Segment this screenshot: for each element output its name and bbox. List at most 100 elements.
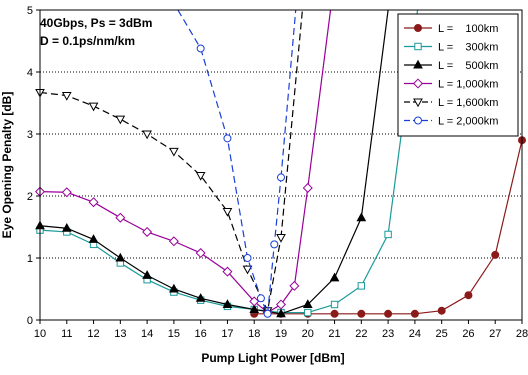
data-point [195,293,206,302]
data-point [61,187,72,198]
annotation-bitrate: 40Gbps, Ps = 3dBm [40,16,152,30]
legend: L = 100km L = 300km L = 500km L = 1,000km L … [397,13,519,137]
data-point [142,270,152,279]
legend-box [397,13,519,137]
y-tick-label: 4 [27,67,33,79]
legend-marker [413,59,423,69]
data-point [256,294,265,303]
y-axis-title: Eye Opening Penalty [dB] [0,92,14,239]
data-point [491,250,500,259]
data-point [115,115,126,125]
data-point [195,172,206,181]
data-point [61,223,72,232]
series-1 [250,136,526,318]
data-point [249,304,260,313]
x-tick-label: 13 [114,328,126,340]
series-3 [35,9,389,318]
data-point [330,309,339,318]
annotation-dispersion: D = 0.1ps/nm/km [40,34,135,48]
data-point [88,197,99,208]
data-point [222,266,233,277]
series-line [39,91,282,313]
series-5 [35,9,304,316]
x-tick-label: 15 [168,328,180,340]
data-point [289,280,300,291]
legend-label: L = 300km [438,42,498,54]
data-point [302,299,313,308]
data-point [270,240,279,249]
legend-label: L = 2,000km [438,116,498,128]
data-point [357,309,366,318]
x-tick-label: 17 [221,328,233,340]
data-point [330,300,339,309]
data-point [356,212,367,222]
x-tick-label: 10 [34,328,46,340]
x-tick-label: 27 [489,328,501,340]
data-point [276,234,286,243]
x-tick-label: 21 [328,328,340,340]
x-tick-label: 19 [275,328,287,340]
series-line-head [177,9,202,49]
x-tick-label: 14 [141,328,153,340]
x-tick-label: 24 [409,328,421,340]
data-point [276,308,286,318]
series-line-tail [280,9,297,178]
series-layer [34,9,526,318]
x-tick-label: 12 [87,328,99,340]
x-tick-label: 25 [436,328,448,340]
data-point [115,252,126,262]
data-point [222,208,233,217]
data-point [195,248,206,259]
legend-marker [414,116,422,125]
data-point [384,309,393,318]
x-tick-label: 11 [61,328,72,340]
data-point [357,282,366,290]
series-4 [34,9,332,318]
data-point [61,92,72,101]
data-point [329,272,340,282]
y-tick-label: 0 [27,315,33,327]
y-tick-label: 2 [27,191,33,203]
x-tick-label: 18 [248,328,260,340]
x-tick-label: 28 [516,328,528,340]
data-point [302,182,313,193]
data-point [142,226,153,237]
x-tick-label: 16 [195,328,207,340]
data-point [222,299,233,308]
data-point [88,234,99,243]
x-axis-title: Pump Light Power [dBm] [201,351,344,365]
data-point [88,102,99,112]
data-point [169,283,179,293]
x-tick-label: 22 [355,328,367,340]
data-point [437,306,446,315]
data-point [223,134,232,143]
data-point [384,230,392,239]
y-tick-label: 5 [27,5,33,17]
legend-label: L = 1,600km [438,97,498,109]
data-point [304,308,312,317]
data-point [275,299,287,310]
y-tick-label: 3 [27,129,33,141]
legend-marker [412,78,424,89]
series-line-tail [307,9,332,189]
series-line-tail [360,9,389,218]
series-line [39,229,389,314]
legend-label: L = 500km [438,60,498,72]
axis-ticks: 10 11 12 13 14 15 16 17 18 19 20 21 22 23 24 25 26 27 2801… [27,5,528,340]
data-point [249,296,260,307]
x-tick-label: 20 [302,328,314,340]
data-point [115,212,126,223]
y-tick-label: 1 [27,253,33,265]
data-point [277,173,285,182]
data-point [142,130,152,140]
legend-marker [414,24,422,32]
series-6 [177,9,297,318]
legend-marker [414,42,422,51]
legend-label: L = 100km [438,23,498,35]
data-point [168,236,179,247]
x-tick-label: 26 [462,328,474,340]
x-tick-label: 23 [382,328,394,340]
grid-lines [40,71,522,259]
data-point [263,309,272,318]
